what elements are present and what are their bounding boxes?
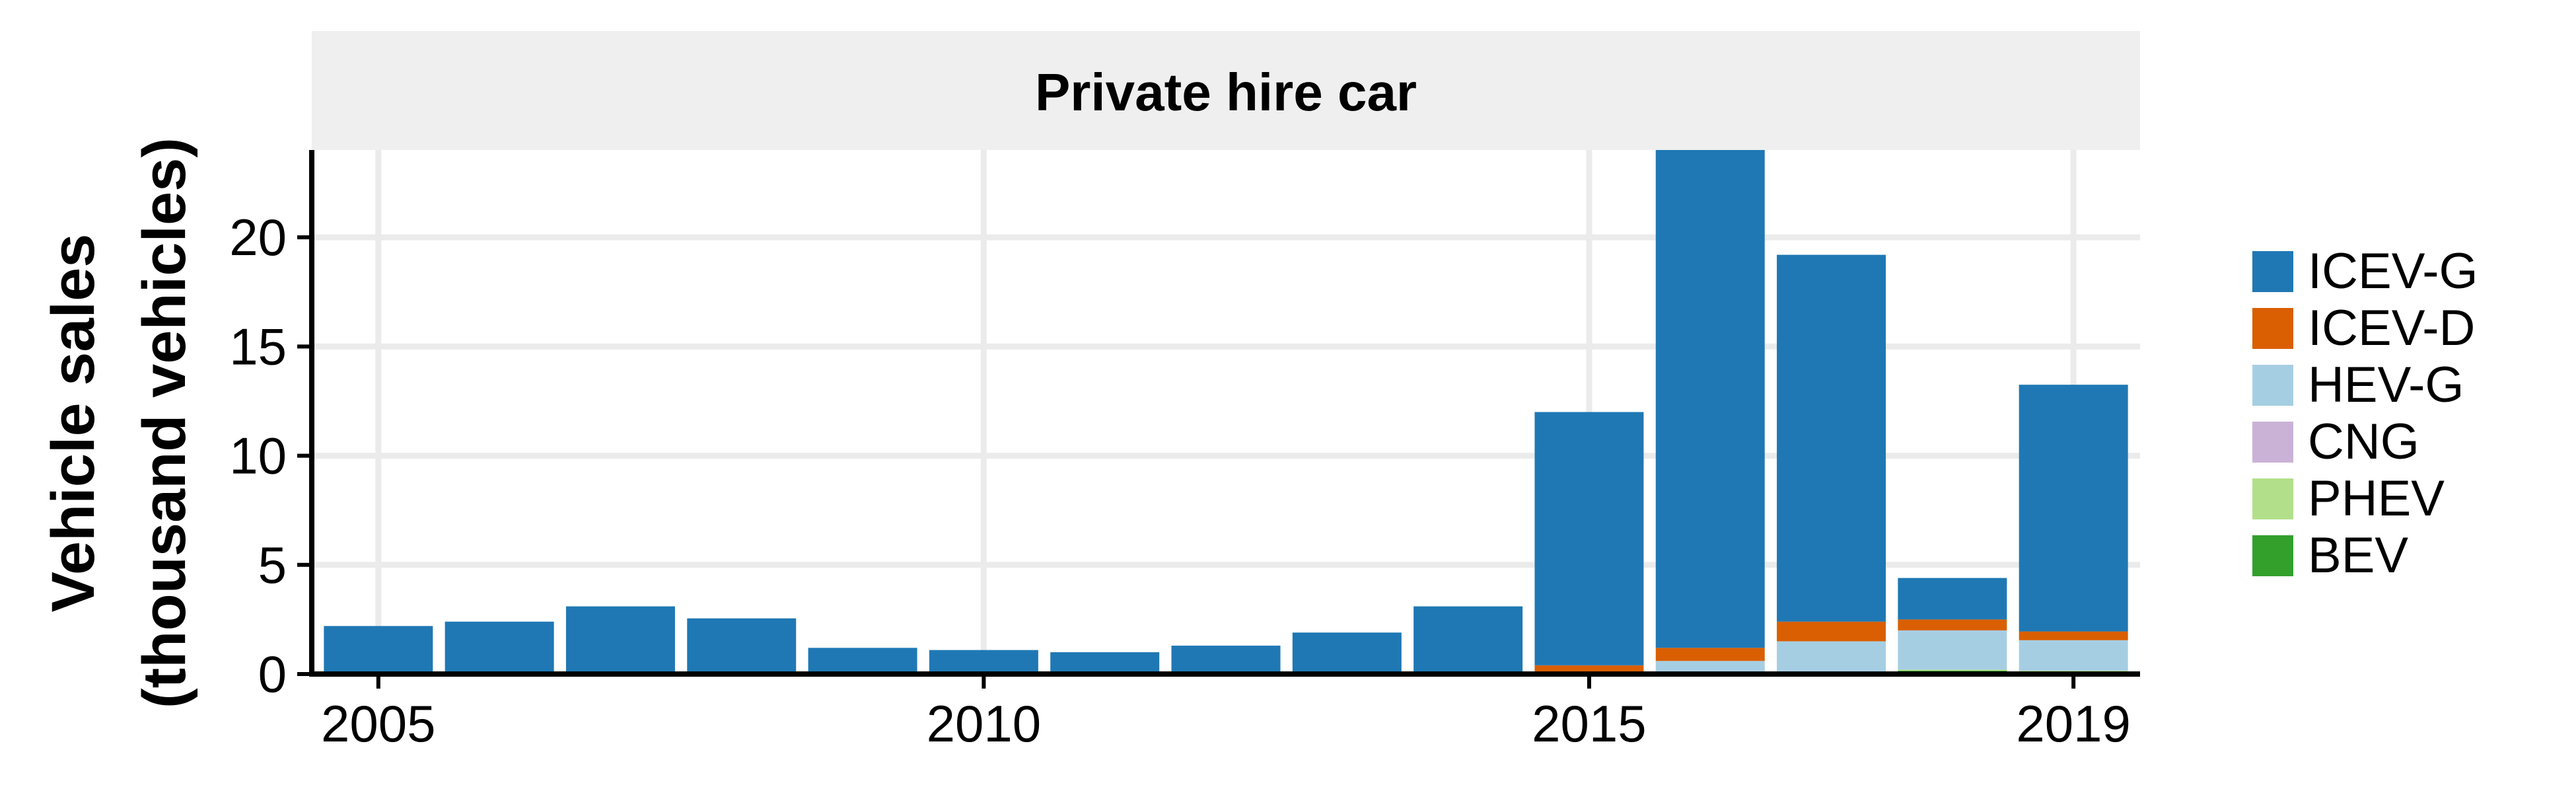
y-axis-title-line1: Vehicle sales (40, 234, 107, 613)
bar-segment-icev-g-2017 (1777, 254, 1886, 622)
legend-label-bev: BEV (2308, 527, 2408, 584)
bar-segment-hev-g-2018 (1898, 630, 2007, 670)
x-tick-label: 2005 (321, 695, 436, 753)
bar-segment-icev-d-2016 (1655, 648, 1765, 661)
bar-segment-icev-d-2019 (2019, 631, 2128, 640)
y-tick-label: 0 (258, 645, 287, 703)
legend-key-icev-d (2252, 308, 2293, 349)
x-ticks: 2005 2010 2015 2019 (321, 674, 2131, 753)
bar-segment-icev-g-2019 (2019, 385, 2128, 632)
y-tick-label: 15 (229, 317, 287, 375)
bar-segment-icev-d-2017 (1777, 621, 1886, 642)
bar-segment-icev-g-2011 (1050, 652, 1160, 674)
bar-segment-icev-g-2015 (1534, 412, 1644, 665)
x-tick-label: 2010 (927, 695, 1042, 753)
legend-key-bev (2252, 535, 2293, 576)
bar-segment-icev-g-2013 (1292, 632, 1402, 674)
y-ticks: 0 5 10 15 20 (229, 208, 312, 703)
bar-segment-icev-g-2007 (565, 606, 675, 674)
bar-segment-hev-g-2016 (1655, 661, 1765, 674)
bar-segment-icev-d-2018 (1898, 619, 2007, 630)
bar-segment-phev-2019 (2019, 671, 2128, 672)
bar-segment-icev-g-2016 (1655, 150, 1765, 648)
bar-segment-icev-g-2012 (1171, 646, 1281, 674)
legend-label-icev-g: ICEV-G (2308, 243, 2478, 299)
y-tick-label: 5 (258, 536, 287, 594)
bars (324, 150, 2128, 674)
bar-segment-icev-g-2006 (445, 621, 554, 674)
bar-segment-icev-g-2008 (687, 618, 797, 673)
x-tick-label: 2019 (2016, 695, 2131, 753)
y-tick-label: 10 (229, 427, 287, 485)
legend-key-cng (2252, 422, 2293, 463)
bar-segment-icev-g-2014 (1413, 606, 1523, 672)
facet-strip (312, 31, 2140, 150)
bar-segment-phev-2018 (1898, 669, 2007, 671)
legend-key-hev-g (2252, 365, 2293, 406)
legend-label-hev-g: HEV-G (2308, 357, 2464, 413)
facet-title: Private hire car (1035, 63, 1417, 122)
bar-segment-icev-g-2005 (324, 626, 433, 674)
legend-key-icev-g (2252, 251, 2293, 292)
y-tick-label: 20 (229, 208, 287, 266)
bar-segment-icev-g-2009 (808, 648, 917, 674)
bar-segment-hev-g-2019 (2019, 640, 2128, 671)
bar-segment-icev-d-2015 (1534, 665, 1644, 672)
bar-segment-icev-g-2018 (1898, 578, 2007, 620)
x-tick-label: 2015 (1532, 695, 1647, 753)
legend-label-phev: PHEV (2308, 471, 2445, 527)
legend-key-phev (2252, 478, 2293, 519)
bar-segment-hev-g-2017 (1777, 641, 1886, 674)
legend-label-cng: CNG (2308, 414, 2419, 470)
y-axis-title-line2: (thousand vehicles) (131, 137, 198, 708)
legend-label-icev-d: ICEV-D (2308, 300, 2475, 356)
bar-segment-icev-g-2010 (929, 650, 1038, 674)
